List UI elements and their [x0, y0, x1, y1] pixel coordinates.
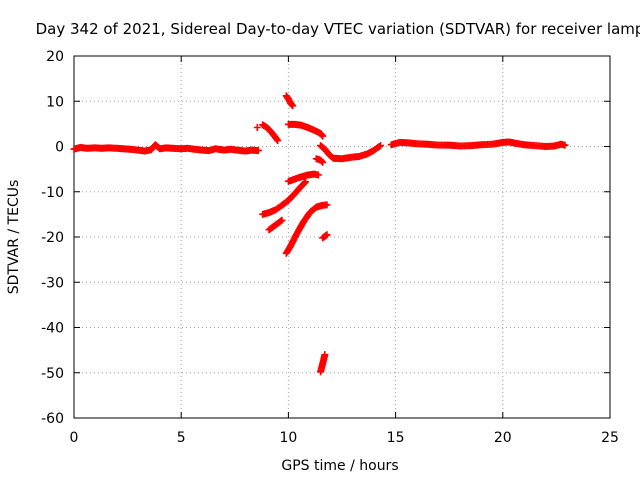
data-point — [321, 351, 329, 359]
y-tick-label: -40 — [41, 321, 64, 337]
data-point — [289, 102, 297, 110]
series-small-minus20 — [319, 231, 331, 242]
data-point — [319, 132, 327, 140]
y-tick-label: -60 — [41, 411, 64, 427]
series-outlier-minus48 — [317, 351, 329, 376]
chart-title: Day 342 of 2021, Sidereal Day-to-day VTE… — [36, 20, 640, 38]
data-point — [377, 142, 385, 150]
y-tick-label: 10 — [46, 94, 64, 110]
series-arc-upper-left — [259, 121, 282, 145]
x-tick-label: 20 — [494, 430, 512, 446]
x-tick-label: 25 — [601, 430, 619, 446]
grid-lines — [74, 56, 610, 418]
x-tick-label: 0 — [70, 430, 79, 446]
series-short-minus3 — [312, 155, 327, 166]
y-axis-label: SDTVAR / TECUs — [6, 180, 22, 295]
y-tick-label: -20 — [41, 230, 64, 246]
series-arc-minus15 — [259, 178, 310, 218]
x-tick-label: 5 — [177, 430, 186, 446]
data-point — [323, 231, 331, 239]
series-arc-minus18 — [265, 216, 286, 234]
data-point — [323, 201, 331, 209]
data-point — [302, 178, 310, 186]
series-isolated — [253, 123, 261, 131]
data-point — [274, 137, 282, 145]
data-point — [318, 157, 326, 165]
series-arc-plus5 — [284, 120, 327, 140]
y-tick-label: 20 — [46, 49, 64, 65]
y-tick-label: -50 — [41, 366, 64, 382]
series-arc-minus7 — [284, 170, 322, 185]
tick-labels: 0 5 10 15 20 25 -60 -50 -40 -30 -20 -10 0 10 20 — [41, 49, 619, 446]
x-tick-label: 10 — [279, 430, 297, 446]
data-point — [314, 171, 322, 179]
y-tick-label: -10 — [41, 185, 64, 201]
x-axis-label: GPS time / hours — [281, 458, 398, 474]
series-arc-steep — [282, 201, 331, 257]
data-point — [278, 216, 286, 224]
series-baseline-early — [70, 141, 262, 155]
series-dip-near-zero — [317, 142, 337, 162]
series-recovery — [329, 142, 385, 163]
data-point — [561, 141, 569, 149]
data-point — [254, 147, 262, 155]
data-points — [70, 92, 569, 376]
data-point — [300, 179, 308, 187]
y-tick-label: 0 — [55, 140, 64, 156]
data-point — [319, 158, 327, 166]
x-tick-label: 15 — [387, 430, 405, 446]
y-tick-label: -30 — [41, 275, 64, 291]
data-point — [253, 123, 261, 131]
series-spike-high — [282, 92, 297, 110]
series-baseline-late — [387, 138, 569, 150]
data-point — [375, 143, 383, 150]
